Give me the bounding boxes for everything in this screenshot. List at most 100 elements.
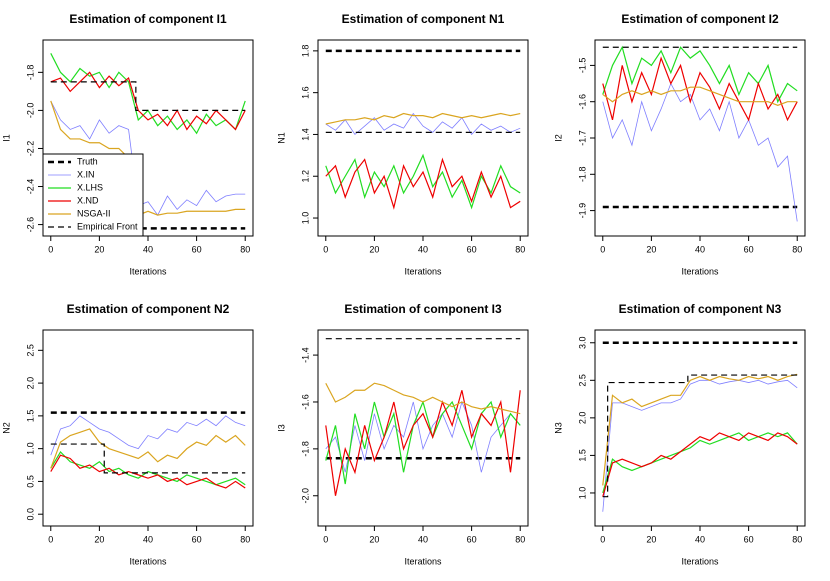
y-tick-label: 0.0 (25, 508, 35, 521)
y-tick-label: 1.0 (300, 212, 310, 225)
series-line (50, 71, 246, 131)
y-axis-label: I1 (1, 134, 11, 142)
x-tick-label: 80 (792, 244, 802, 254)
panel-title: Estimation of component I2 (621, 12, 779, 26)
panel-title: Estimation of component I3 (344, 302, 502, 316)
series-line (325, 112, 521, 136)
legend-label: X.ND (77, 195, 99, 205)
legend-label: Empirical Front (77, 221, 138, 231)
x-axis-label: Iterations (129, 556, 167, 566)
series-line (602, 432, 798, 494)
y-tick-label: -1.8 (577, 167, 587, 183)
x-tick-label: 0 (323, 244, 328, 254)
plot-frame (594, 329, 806, 527)
series-line (325, 390, 521, 496)
y-tick-label: 3.0 (577, 337, 587, 350)
series-line (602, 432, 798, 497)
panel: Estimation of component N2 Iterations N2 0 2… (1, 302, 254, 566)
series-line (602, 45, 798, 104)
x-axis-label: Iterations (404, 266, 442, 276)
x-tick-label: 40 (143, 534, 153, 544)
legend-label: NSGA-II (77, 208, 111, 218)
x-tick-label: 60 (192, 534, 202, 544)
x-tick-label: 60 (467, 244, 477, 254)
y-tick-label: -1.4 (300, 347, 310, 363)
series-line (602, 86, 798, 106)
x-tick-label: 0 (600, 244, 605, 254)
y-tick-label: -1.6 (300, 394, 310, 410)
series-line (325, 157, 521, 210)
y-axis-label: I3 (276, 424, 286, 432)
x-tick-label: 60 (192, 244, 202, 254)
y-tick-label: 1.5 (25, 410, 35, 423)
y-tick-label: -2.0 (300, 488, 310, 504)
panel: Estimation of component I3 Iterations I3 0 2… (276, 302, 529, 566)
y-axis-label: N3 (553, 422, 563, 434)
y-tick-label: -2.2 (25, 141, 35, 157)
x-tick-label: 40 (695, 534, 705, 544)
legend-box (42, 153, 144, 237)
y-tick-label: -1.8 (300, 441, 310, 457)
x-tick-label: 20 (94, 244, 104, 254)
series-line (50, 443, 246, 474)
x-tick-label: 40 (695, 244, 705, 254)
panel: Estimation of component N3 Iterations N3 0 2… (553, 302, 806, 566)
x-tick-label: 20 (646, 534, 656, 544)
plot-frame (42, 329, 254, 527)
series-line (50, 415, 246, 456)
x-axis-label: Iterations (681, 556, 719, 566)
series-line (325, 400, 521, 473)
x-tick-label: 40 (418, 244, 428, 254)
series-line (50, 428, 246, 469)
legend-label: X.LHS (77, 182, 103, 192)
x-tick-label: 20 (369, 244, 379, 254)
y-tick-label: 1.4 (300, 128, 310, 141)
y-tick-label: -1.9 (577, 203, 587, 219)
series-line (50, 454, 246, 489)
x-tick-label: 60 (744, 244, 754, 254)
series-line (325, 112, 521, 125)
x-tick-label: 80 (515, 244, 525, 254)
x-tick-label: 0 (600, 534, 605, 544)
legend-label: X.IN (77, 169, 95, 179)
x-tick-label: 80 (240, 244, 250, 254)
x-tick-label: 80 (240, 534, 250, 544)
x-tick-label: 80 (515, 534, 525, 544)
y-tick-label: 1.6 (300, 86, 310, 99)
plot-frame (317, 39, 529, 237)
y-tick-label: 0.5 (25, 475, 35, 488)
panel-title: Estimation of component N3 (619, 302, 782, 316)
series-line (50, 100, 246, 216)
y-tick-label: 1.0 (25, 442, 35, 455)
y-tick-label: -1.5 (577, 58, 587, 74)
panel-title: Estimation of component I1 (69, 12, 227, 26)
plot-frame (42, 39, 254, 237)
y-tick-label: -2.0 (25, 103, 35, 119)
legend-label: Truth (77, 156, 98, 166)
y-tick-label: 1.0 (577, 487, 587, 500)
series-line (602, 379, 798, 512)
y-tick-label: 1.8 (300, 45, 310, 58)
x-axis-label: Iterations (681, 266, 719, 276)
x-axis-label: Iterations (404, 556, 442, 566)
x-tick-label: 0 (48, 244, 53, 254)
y-axis-label: N1 (276, 132, 286, 144)
x-tick-label: 0 (48, 534, 53, 544)
series-line (50, 100, 246, 216)
x-tick-label: 20 (646, 244, 656, 254)
x-tick-label: 0 (323, 534, 328, 544)
y-axis-label: N2 (1, 422, 11, 434)
plot-frame (594, 39, 806, 237)
x-tick-label: 20 (369, 534, 379, 544)
y-tick-label: 1.5 (577, 449, 587, 462)
y-tick-label: -2.6 (25, 217, 35, 233)
series-line (50, 450, 246, 486)
series-line (602, 374, 798, 498)
series-line (602, 82, 798, 222)
y-tick-label: 2.0 (25, 377, 35, 390)
x-tick-label: 40 (418, 534, 428, 544)
series-line (50, 53, 246, 135)
y-tick-label: 2.5 (577, 374, 587, 387)
x-tick-label: 60 (744, 534, 754, 544)
